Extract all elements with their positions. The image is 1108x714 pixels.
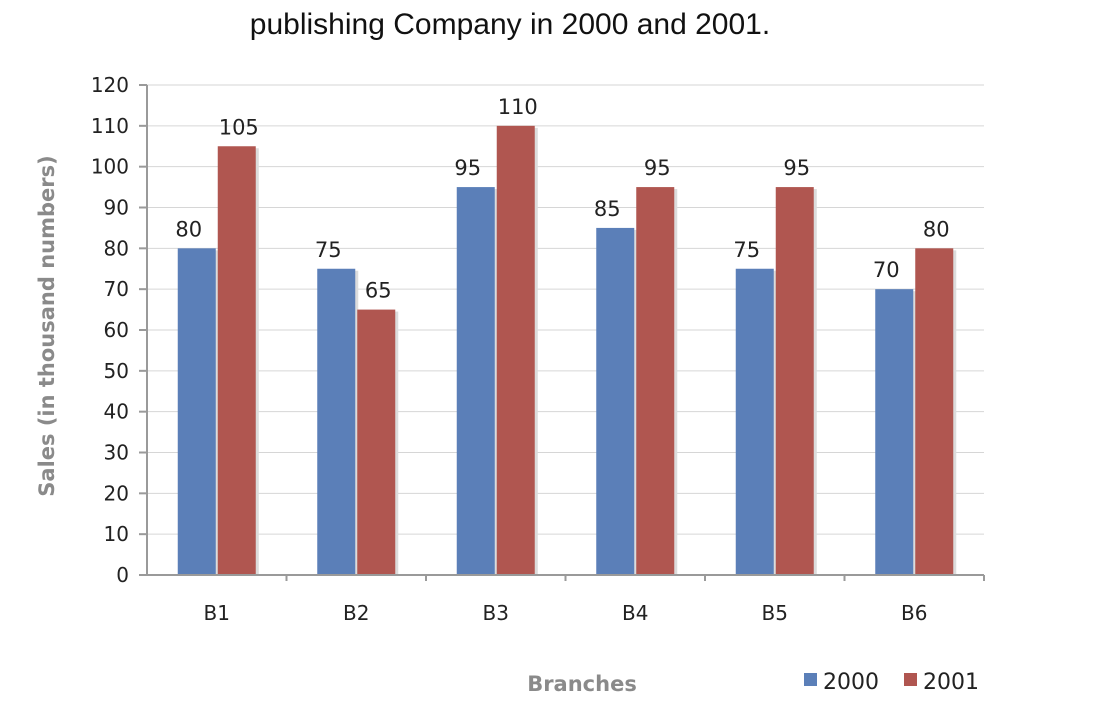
data-label: 95 (454, 156, 481, 180)
y-tick-label: 100 (91, 155, 129, 179)
x-tick-label: B3 (483, 601, 509, 625)
y-tick-label: 70 (104, 277, 129, 301)
bar-2001-B4 (636, 187, 675, 576)
bar-2001-B5 (775, 187, 814, 576)
x-tick-label: B4 (622, 601, 648, 625)
x-axis-ticks: B1 B2 B3 B4 B5 B6 (204, 575, 985, 625)
y-tick-label: 60 (104, 318, 129, 342)
data-label: 80 (175, 217, 202, 241)
y-tick-label: 80 (104, 236, 129, 260)
chart-title: publishing Company in 2000 and 2001. (249, 8, 771, 41)
legend-swatch-2001 (904, 673, 917, 686)
y-axis-ticks: 0 10 20 30 40 50 60 70 80 90 100 110 120 (91, 73, 147, 587)
y-tick-label: 90 (104, 196, 129, 220)
data-label: 110 (498, 95, 538, 119)
y-axis-label: Sales (in thousand numbers) (35, 155, 59, 496)
data-label: 75 (315, 238, 342, 262)
legend-label-2001: 2001 (923, 670, 979, 695)
data-labels: 80 105 75 65 95 110 85 95 75 95 70 80 (175, 95, 949, 303)
y-tick-label: 0 (116, 563, 129, 587)
bar-2001-B3 (496, 125, 535, 575)
bar-2000-B3 (456, 187, 495, 576)
bar-2001-B6 (915, 248, 954, 576)
gridlines (147, 84, 984, 535)
legend: 2000 2001 (804, 670, 979, 695)
y-tick-label: 40 (104, 400, 129, 424)
data-label: 95 (644, 156, 671, 180)
bar-2000-B6 (875, 289, 914, 575)
y-tick-label: 110 (91, 114, 129, 138)
x-axis-label: Branches (527, 672, 637, 696)
legend-label-2000: 2000 (823, 670, 879, 695)
data-label: 65 (365, 279, 392, 303)
bar-2000-B4 (596, 227, 635, 575)
x-tick-label: B5 (762, 601, 788, 625)
legend-swatch-2000 (804, 673, 817, 686)
data-label: 95 (783, 156, 810, 180)
x-tick-label: B2 (343, 601, 369, 625)
y-tick-label: 10 (104, 522, 129, 546)
x-tick-label: B6 (901, 601, 927, 625)
y-tick-label: 120 (91, 73, 129, 97)
data-label: 85 (594, 197, 621, 221)
bar-2000-B1 (177, 248, 216, 576)
bar-2000-B5 (735, 268, 774, 575)
data-label: 70 (873, 258, 900, 282)
bar-2000-B2 (317, 268, 356, 575)
data-label: 105 (219, 115, 259, 139)
bars (177, 125, 957, 576)
bar-2001-B1 (217, 146, 256, 575)
data-label: 75 (733, 238, 760, 262)
x-tick-label: B1 (204, 601, 230, 625)
y-tick-label: 30 (104, 441, 129, 465)
y-tick-label: 20 (104, 481, 129, 505)
y-tick-label: 50 (104, 359, 129, 383)
bar-2001-B2 (357, 309, 396, 575)
data-label: 80 (923, 217, 950, 241)
